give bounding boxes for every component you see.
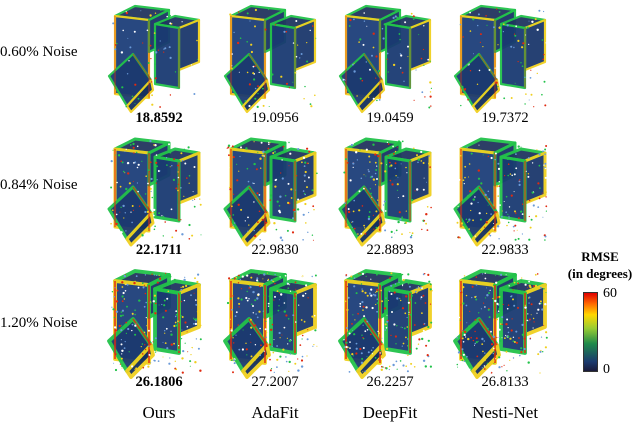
render-cell <box>219 135 331 247</box>
point-cloud-render <box>107 269 202 379</box>
rmse-value: 22.9830 <box>251 242 299 258</box>
render-cell <box>449 135 561 247</box>
colorbar-max-label: 60 <box>603 286 617 301</box>
rmse-value: 18.8592 <box>135 110 183 126</box>
column-label: AdaFit <box>251 403 299 422</box>
point-cloud-render <box>338 269 433 379</box>
render-cell <box>334 267 446 379</box>
rmse-value: 26.2257 <box>366 374 414 390</box>
column-label: Ours <box>142 403 176 422</box>
colorbar-title-line2: (in degrees) <box>567 266 633 281</box>
rmse-value: 19.0956 <box>251 110 299 126</box>
column-label: Nesti-Net <box>471 403 539 422</box>
row-label: 0.84% Noise <box>0 177 78 193</box>
rmse-value: 19.7372 <box>481 110 529 126</box>
row-label: 0.60% Noise <box>0 44 78 60</box>
render-cell <box>334 135 446 247</box>
point-cloud-render <box>453 137 548 247</box>
rmse-value: 26.8133 <box>481 374 529 390</box>
rmse-value: 22.9833 <box>481 242 529 258</box>
point-cloud-render <box>453 269 548 379</box>
render-cell <box>219 267 331 379</box>
colorbar <box>583 292 598 372</box>
point-cloud-render <box>223 4 317 114</box>
rmse-value: 27.2007 <box>251 374 299 390</box>
render-cell <box>449 267 561 379</box>
column-label: DeepFit <box>362 403 418 422</box>
point-cloud-render <box>453 4 547 114</box>
render-cell <box>103 267 215 379</box>
rmse-value: 22.1711 <box>135 242 183 258</box>
colorbar-min-label: 0 <box>603 362 610 377</box>
row-label: 1.20% Noise <box>0 315 78 331</box>
point-cloud-render <box>223 137 318 247</box>
point-cloud-render <box>338 4 432 114</box>
rmse-value: 19.0459 <box>366 110 414 126</box>
point-cloud-render <box>107 137 202 247</box>
render-cell <box>334 2 446 114</box>
rmse-value: 26.1806 <box>135 374 183 390</box>
render-cell <box>219 2 331 114</box>
point-cloud-render <box>223 269 318 379</box>
point-cloud-render <box>107 4 201 114</box>
render-cell <box>103 135 215 247</box>
render-cell <box>449 2 561 114</box>
render-cell <box>103 2 215 114</box>
rmse-value: 22.8893 <box>366 242 414 258</box>
colorbar-title-line1: RMSE <box>581 249 619 264</box>
point-cloud-render <box>338 137 432 247</box>
colorbar-title: RMSE (in degrees) <box>560 248 640 282</box>
